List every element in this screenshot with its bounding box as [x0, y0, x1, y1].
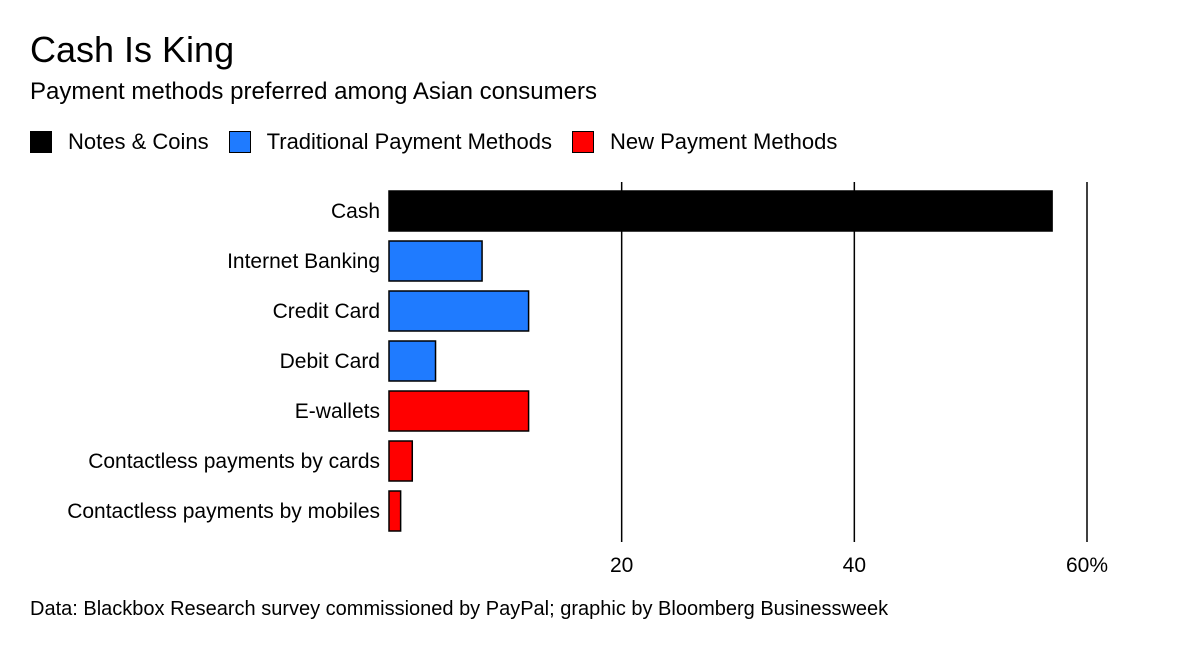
- bar-e-wallets: [388, 390, 530, 432]
- legend-label-traditional: Traditional Payment Methods: [266, 129, 552, 154]
- bar-internet-banking: [388, 240, 483, 282]
- category-label-internet-banking: Internet Banking: [227, 250, 380, 273]
- bar-cash: [388, 190, 1053, 232]
- bar-credit-card: [388, 290, 530, 332]
- category-label-e-wallets: E-wallets: [295, 400, 380, 423]
- legend-label-new: New Payment Methods: [609, 129, 838, 154]
- category-label-contactless-payments-by-mobiles: Contactless payments by mobiles: [67, 500, 380, 523]
- x-tick-label-20: 20: [610, 554, 633, 577]
- legend-swatch-traditional: [228, 131, 251, 153]
- legend: Notes & Coins Traditional Payment Method…: [30, 129, 857, 155]
- legend-swatch-new: [571, 131, 594, 153]
- legend-swatch-notes-coins: [30, 131, 52, 153]
- source-note: Data: Blackbox Research survey commissio…: [30, 598, 889, 620]
- category-label-debit-card: Debit Card: [280, 350, 380, 373]
- bar-contactless-payments-by-mobiles: [388, 490, 402, 532]
- chart-subtitle: Payment methods preferred among Asian co…: [30, 78, 597, 105]
- category-label-contactless-payments-by-cards: Contactless payments by cards: [88, 450, 380, 473]
- legend-item-new: New Payment Methods: [571, 129, 838, 155]
- legend-label-notes-coins: Notes & Coins: [68, 129, 209, 154]
- legend-item-notes-coins: Notes & Coins: [30, 129, 209, 155]
- bar-contactless-payments-by-cards: [388, 440, 414, 482]
- x-tick-label-40: 40: [843, 554, 866, 577]
- bar-debit-card: [388, 340, 437, 382]
- legend-item-traditional: Traditional Payment Methods: [228, 129, 552, 155]
- category-label-cash: Cash: [331, 200, 380, 223]
- chart-title: Cash Is King: [30, 29, 235, 70]
- x-tick-label-60: 60%: [1066, 554, 1108, 577]
- category-label-credit-card: Credit Card: [273, 300, 380, 323]
